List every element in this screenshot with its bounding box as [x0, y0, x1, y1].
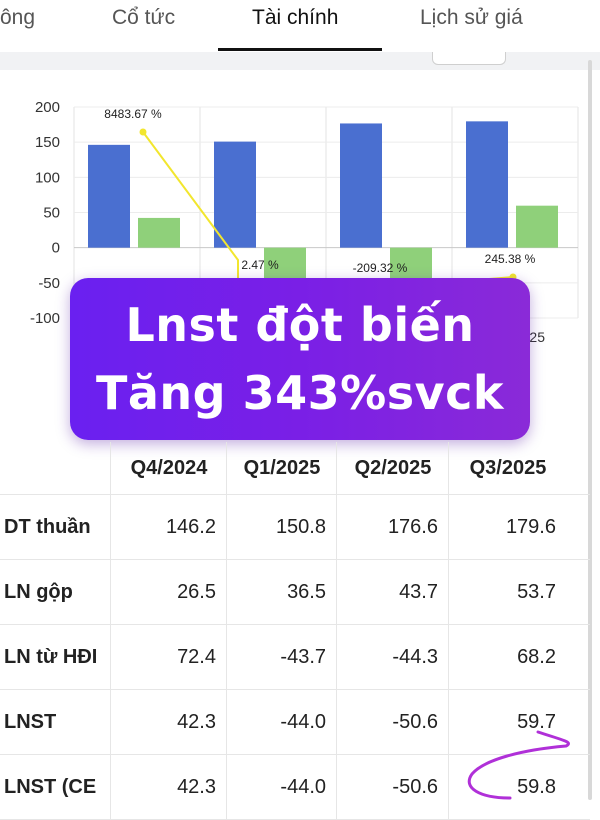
- y-tick-label: 100: [35, 169, 60, 186]
- table-cell: 72.4: [110, 625, 226, 689]
- financial-table: Q4/2024 Q1/2025 Q2/2025 Q3/2025 DT thuần…: [0, 442, 590, 820]
- y-tick-label: 150: [35, 134, 60, 151]
- banner-line-1: Lnst đột biến: [125, 298, 475, 352]
- table-cell: -50.6: [336, 755, 448, 819]
- bar: [264, 247, 306, 279]
- tab-co-tuc[interactable]: Cổ tức: [112, 6, 176, 29]
- percent-label: 8483.67 %: [104, 107, 162, 121]
- scrollbar[interactable]: [588, 60, 592, 800]
- toolbar-strip: [0, 52, 600, 70]
- y-tick-label: -100: [30, 310, 60, 327]
- handwritten-circle-annotation: [467, 730, 570, 800]
- y-tick-label: -50: [38, 275, 60, 292]
- table-cell: 179.6: [448, 495, 566, 559]
- table-cell: 68.2: [448, 625, 566, 689]
- tab-co-dong[interactable]: ông: [0, 6, 36, 29]
- toolbar-button[interactable]: [432, 52, 506, 65]
- table-cell: 176.6: [336, 495, 448, 559]
- row-label: LN gộp: [4, 580, 73, 603]
- chart-bars: [88, 121, 558, 284]
- row-label: LN từ HĐI: [4, 645, 98, 668]
- table-cell: -44.3: [336, 625, 448, 689]
- row-label: LNST: [4, 710, 57, 733]
- headline-banner: Lnst đột biến Tăng 343%svck: [70, 278, 530, 440]
- table-row: DT thuần 146.2 150.8 176.6 179.6: [0, 495, 590, 560]
- table-cell: 150.8: [226, 495, 336, 559]
- table-cell: -43.7: [226, 625, 336, 689]
- line-point: [139, 128, 147, 136]
- table-cell: 59.7: [448, 690, 566, 754]
- percent-label: -209.32 %: [353, 261, 408, 275]
- y-axis: 200 150 100 50 0 -50 -100: [30, 99, 60, 327]
- active-tab-indicator: [218, 48, 382, 51]
- bar: [88, 144, 130, 248]
- table-cell: 36.5: [226, 560, 336, 624]
- header-q4-2024: Q4/2024: [110, 442, 227, 494]
- growth-line: [142, 131, 514, 286]
- table-row: LNST 42.3 -44.0 -50.6 59.7: [0, 690, 590, 755]
- tab-bar: ông Cổ tức Tài chính Lịch sử giá: [0, 0, 600, 52]
- header-q1-2025: Q1/2025: [226, 442, 337, 494]
- table-cell: 43.7: [336, 560, 448, 624]
- bar: [466, 121, 508, 248]
- table-row: LN từ HĐI 72.4 -43.7 -44.3 68.2: [0, 625, 590, 690]
- bar: [138, 217, 180, 248]
- tab-tai-chinh[interactable]: Tài chính: [252, 6, 339, 29]
- bar: [214, 141, 256, 248]
- table-cell: 146.2: [110, 495, 226, 559]
- y-tick-label: 200: [35, 99, 60, 116]
- percent-label: 2.47 %: [241, 258, 279, 272]
- table-cell: 42.3: [110, 755, 226, 819]
- bar: [340, 123, 382, 248]
- row-label: LNST (CE: [4, 775, 97, 798]
- table-cell: 59.8: [448, 755, 566, 819]
- table-cell: 53.7: [448, 560, 566, 624]
- table-header-row: Q4/2024 Q1/2025 Q2/2025 Q3/2025: [0, 442, 590, 495]
- tab-lich-su-gia[interactable]: Lịch sử giá: [420, 6, 523, 29]
- table-cell: -50.6: [336, 690, 448, 754]
- y-tick-label: 50: [43, 205, 60, 222]
- table-cell: 26.5: [110, 560, 226, 624]
- percent-label: 245.38 %: [485, 252, 536, 266]
- table-cell: -44.0: [226, 755, 336, 819]
- table-row: LN gộp 26.5 36.5 43.7 53.7: [0, 560, 590, 625]
- header-q2-2025: Q2/2025: [336, 442, 449, 494]
- table-cell: -44.0: [226, 690, 336, 754]
- banner-line-2: Tăng 343%svck: [96, 366, 504, 420]
- bar: [516, 205, 558, 248]
- bar: [390, 247, 432, 284]
- y-tick-label: 0: [52, 240, 60, 257]
- table-cell: 42.3: [110, 690, 226, 754]
- header-q3-2025: Q3/2025: [448, 442, 567, 494]
- row-label: DT thuần: [4, 515, 91, 538]
